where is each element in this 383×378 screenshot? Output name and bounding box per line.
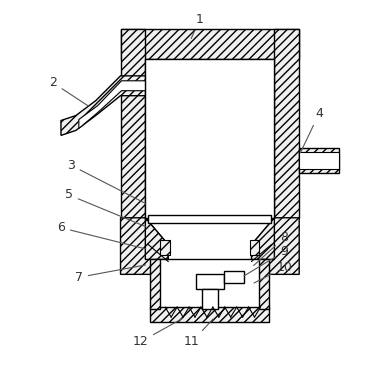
Text: 12: 12 [133,318,183,349]
Polygon shape [252,218,299,274]
Text: 4: 4 [300,107,323,153]
Text: 8: 8 [254,231,288,266]
Bar [274,29,299,218]
Text: 9: 9 [244,245,288,276]
Polygon shape [145,218,168,259]
Bar [150,307,269,322]
Text: 3: 3 [67,159,146,204]
Text: 1: 1 [191,13,204,39]
Bar [299,152,339,169]
Bar [196,274,224,289]
Bar [250,240,260,254]
Polygon shape [61,76,145,135]
Polygon shape [79,81,145,129]
Bar [148,215,272,223]
Bar [145,59,274,218]
Bar [299,148,339,173]
Polygon shape [252,218,274,259]
Bar [160,240,170,254]
Text: 2: 2 [49,76,88,106]
Bar [121,29,299,59]
Bar [260,259,269,309]
Text: 5: 5 [65,189,146,227]
Bar [224,271,244,283]
Bar [150,259,160,309]
Text: 10: 10 [254,261,292,283]
Bar [202,289,218,309]
Bar [121,29,145,218]
Text: 6: 6 [57,221,146,249]
Text: 11: 11 [184,319,213,349]
Bar [155,259,264,309]
Text: 7: 7 [75,265,146,284]
Polygon shape [121,218,168,274]
